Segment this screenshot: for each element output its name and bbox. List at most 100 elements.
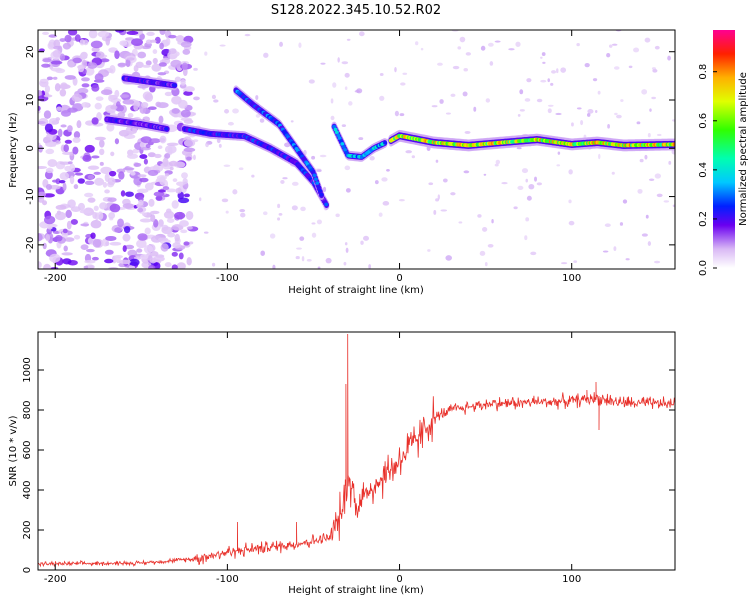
spectral-noise-blob: [86, 248, 95, 253]
spectral-noise-blob: [45, 148, 55, 155]
spectral-noise-blob: [150, 235, 163, 243]
spectral-noise-blob: [64, 139, 72, 144]
x-tick-label: -100: [216, 574, 239, 585]
spectral-noise-blob: [183, 193, 190, 198]
spectral-noise-blob: [300, 206, 306, 212]
spectral-noise-blob: [55, 204, 67, 210]
spectral-track-core: [336, 133, 341, 138]
spectral-track-core: [333, 127, 338, 132]
spectral-noise-blob: [90, 232, 96, 239]
spectral-noise-blob: [644, 154, 648, 160]
spectral-noise-blob: [126, 153, 139, 159]
spectral-noise-blob: [227, 121, 234, 126]
spectral-noise-blob: [79, 39, 85, 46]
spectral-noise-blob: [378, 212, 383, 217]
x-tick-label: 100: [562, 273, 581, 284]
spectral-noise-blob: [536, 182, 543, 186]
spectral-noise-blob: [132, 148, 140, 154]
spectral-noise-blob: [139, 218, 152, 223]
spectral-noise-blob: [49, 253, 61, 263]
spectral-noise-blob: [186, 257, 192, 266]
spectral-noise-blob: [199, 197, 202, 202]
spectral-noise-blob: [166, 188, 177, 193]
spectral-noise-blob: [43, 263, 52, 269]
spectral-noise-blob: [399, 113, 405, 117]
spectral-noise-blob: [595, 109, 598, 113]
spectral-noise-blob: [62, 182, 67, 191]
spectral-noise-blob: [663, 200, 670, 203]
spectral-track-core: [339, 139, 344, 143]
spectral-noise-blob: [188, 241, 194, 245]
spectral-noise-blob: [633, 47, 640, 53]
spectral-noise-blob: [108, 212, 116, 219]
spectral-noise-blob: [435, 159, 439, 163]
spectral-noise-blob: [219, 44, 226, 47]
spectral-noise-blob: [79, 52, 87, 60]
spectral-noise-blob: [440, 209, 448, 212]
spectral-noise-blob: [427, 249, 431, 252]
spectral-noise-blob: [508, 48, 515, 51]
spectral-noise-blob: [141, 64, 151, 68]
spectral-noise-blob: [153, 219, 159, 228]
spectral-noise-blob: [108, 170, 117, 177]
spectral-noise-blob: [73, 184, 79, 190]
spectral-noise-blob: [354, 90, 361, 93]
spectral-noise-blob: [494, 40, 501, 43]
spectral-noise-blob: [598, 153, 601, 160]
spectral-noise-blob: [63, 245, 68, 252]
spectral-noise-blob: [90, 219, 102, 229]
spectral-noise-blob: [94, 102, 102, 110]
spectrogram-frame: [37, 29, 676, 270]
spectral-noise-blob: [63, 144, 69, 153]
spectral-noise-blob: [223, 164, 231, 168]
spectral-noise-blob: [394, 110, 399, 117]
spectral-noise-blob: [62, 151, 73, 155]
spectral-noise-blob: [639, 158, 644, 163]
spectral-noise-blob: [557, 151, 561, 155]
spectral-noise-blob: [251, 174, 255, 178]
spectral-noise-blob: [332, 82, 337, 88]
spectral-noise-blob: [87, 174, 95, 180]
spectral-noise-blob: [211, 262, 216, 267]
spectral-noise-blob: [335, 213, 340, 218]
spectral-noise-blob: [42, 242, 47, 250]
spectral-noise-blob: [136, 188, 149, 193]
spectral-noise-blob: [501, 181, 508, 185]
spectral-noise-blob: [491, 219, 494, 224]
spectral-noise-blob: [175, 35, 185, 43]
spectral-noise-blob: [550, 82, 554, 86]
spectral-noise-blob: [431, 105, 438, 108]
spectral-noise-blob: [291, 205, 298, 211]
spectral-noise-blob: [668, 160, 672, 165]
spectral-noise-blob: [628, 65, 633, 69]
spectral-noise-blob: [176, 181, 185, 187]
spectral-noise-blob: [123, 167, 135, 171]
spectral-noise-blob: [164, 91, 173, 97]
spectral-noise-blob: [463, 170, 470, 174]
spectral-noise-blob: [495, 159, 501, 165]
spectral-noise-blob: [174, 233, 180, 242]
spectral-noise-blob: [530, 251, 537, 256]
spectral-noise-blob: [280, 179, 285, 184]
spectral-noise-blob: [592, 78, 598, 82]
spectral-track-core: [337, 136, 342, 140]
spectral-noise-blob: [99, 148, 105, 156]
spectral-noise-blob: [181, 172, 188, 179]
spectral-noise-blob: [122, 245, 127, 253]
spectral-noise-blob: [560, 67, 567, 73]
colorbar-tick-label: 0.8: [698, 64, 709, 80]
spectral-noise-blob: [653, 260, 661, 264]
spectral-noise-blob: [92, 211, 98, 219]
spectral-noise-blob: [165, 37, 171, 46]
spectral-noise-blob: [651, 67, 657, 70]
spectral-noise-blob: [142, 212, 148, 217]
x-tick-label: 100: [562, 574, 581, 585]
spectral-noise-blob: [317, 266, 321, 269]
colorbar-tick-label: 0.4: [698, 162, 709, 178]
spectral-noise-blob: [182, 178, 188, 185]
spectral-noise-blob: [515, 41, 521, 47]
spectral-noise-blob: [183, 90, 193, 96]
spectral-noise-blob: [262, 211, 268, 216]
spectral-noise-blob: [122, 99, 135, 105]
spectral-noise-blob: [587, 109, 594, 114]
